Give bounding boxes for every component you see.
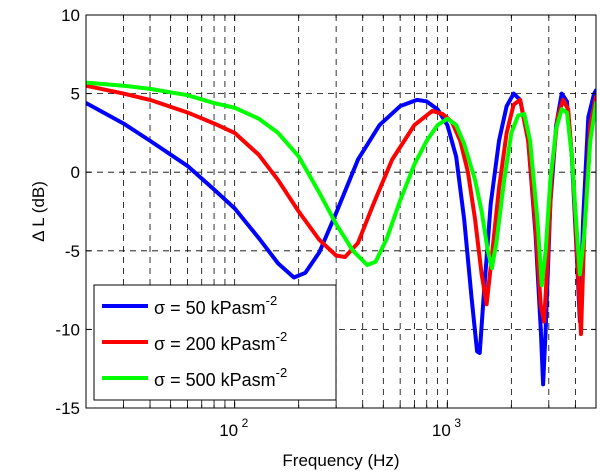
plot-frame — [85, 14, 597, 409]
grid — [86, 15, 596, 408]
x-tick-label: 10 — [219, 421, 238, 440]
y-tick-label: -5 — [65, 242, 80, 261]
series-group — [86, 80, 596, 387]
legend-entry-label: σ = 50 kPasm-2 — [154, 293, 277, 318]
legend-entry-exponent: -2 — [266, 293, 278, 308]
legend-entry-label: σ = 500 kPasm-2 — [154, 365, 287, 390]
legend-entry-exponent: -2 — [276, 329, 288, 344]
y-tick-label: 10 — [61, 6, 80, 25]
y-tick-label: 5 — [71, 85, 80, 104]
y-tick-label: 0 — [71, 163, 80, 182]
series-line-1 — [86, 88, 596, 387]
x-tick-label: 10 — [432, 421, 451, 440]
x-tick-label-exponent: 3 — [454, 416, 461, 430]
x-tick-label-exponent: 2 — [242, 416, 249, 430]
y-tick-label: -10 — [55, 320, 80, 339]
series-line-2 — [86, 83, 596, 337]
series-line-3 — [86, 80, 596, 288]
legend-entry-exponent: -2 — [276, 365, 288, 380]
legend: σ = 50 kPasm-2 σ = 200 kPasm-2 σ = 500 kPa… — [93, 284, 337, 401]
y-axis-label: Δ L (dB) — [29, 181, 48, 242]
x-axis-label: Frequency (Hz) — [282, 451, 399, 470]
legend-entry-label: σ = 200 kPasm-2 — [154, 329, 287, 354]
y-tick-label: -15 — [55, 399, 80, 418]
